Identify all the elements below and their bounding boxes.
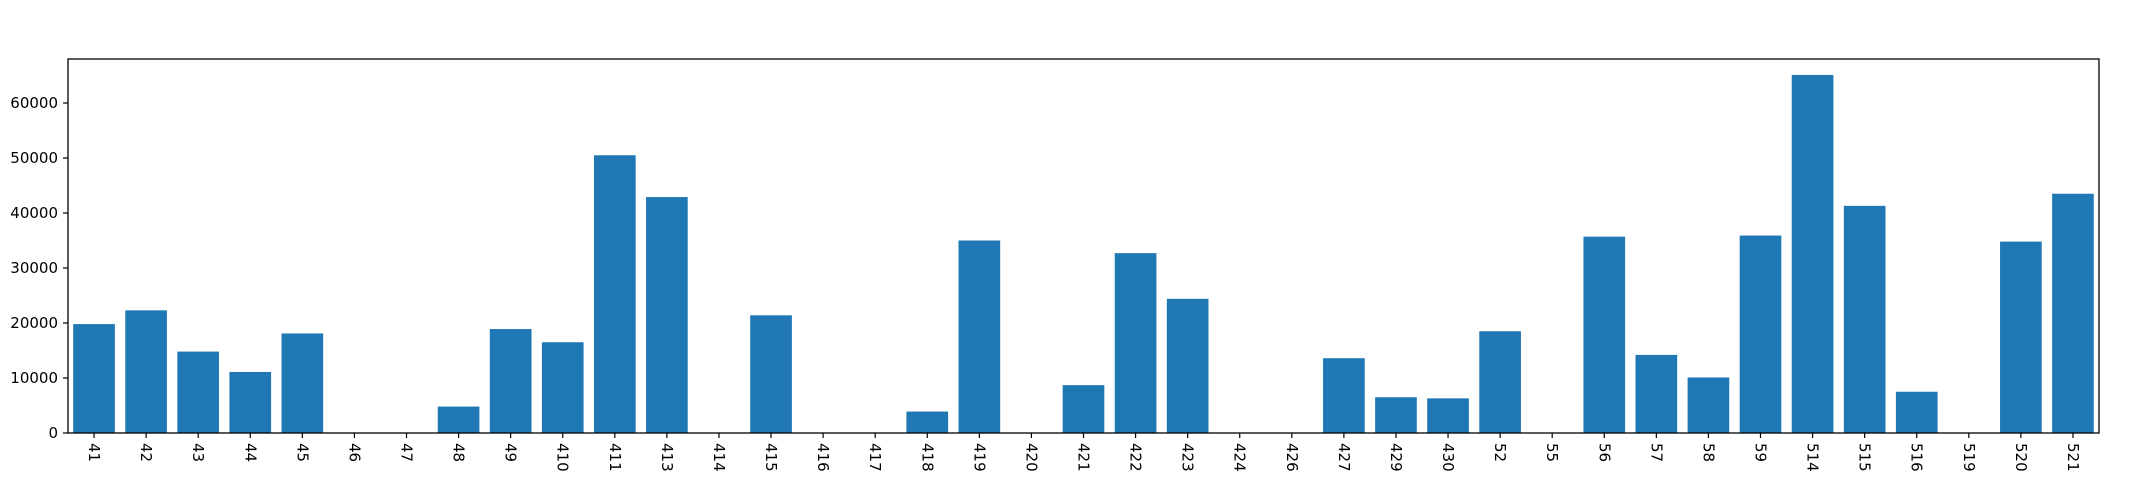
bar-44 — [229, 371, 272, 433]
bar-56 — [1583, 236, 1626, 433]
x-tick-label: 516 — [1908, 443, 1926, 472]
bar-58 — [1687, 377, 1730, 433]
x-tick-label: 426 — [1283, 443, 1301, 472]
y-tick-label: 0 — [48, 424, 58, 442]
bar-41 — [73, 324, 115, 433]
x-tick-label: 414 — [710, 443, 728, 472]
x-tick-label: 420 — [1022, 443, 1040, 472]
bar-410 — [541, 342, 584, 433]
y-tick-label: 50000 — [10, 149, 58, 167]
x-tick-label: 519 — [1960, 443, 1978, 472]
x-tick-label: 42 — [137, 443, 155, 462]
bar-43 — [177, 351, 220, 433]
y-tick-label: 40000 — [10, 204, 58, 222]
x-tick-label: 58 — [1699, 443, 1717, 462]
x-tick-label: 421 — [1075, 443, 1093, 472]
x-tick-label: 44 — [241, 443, 259, 462]
x-tick-label: 46 — [345, 443, 363, 462]
bar-413 — [646, 197, 688, 433]
x-tick-label: 422 — [1127, 443, 1145, 472]
x-tick-label: 415 — [762, 443, 780, 472]
x-tick-label: 47 — [398, 443, 416, 462]
bar-429 — [1375, 397, 1417, 433]
x-tick-label: 515 — [1856, 443, 1874, 472]
bar-423 — [1166, 298, 1209, 433]
x-tick-label: 417 — [866, 443, 884, 472]
x-tick-label: 430 — [1439, 443, 1457, 472]
bar-514 — [1791, 74, 1834, 433]
x-tick-label: 520 — [2012, 443, 2030, 472]
x-tick-label: 521 — [2064, 443, 2082, 472]
x-tick-label: 413 — [658, 443, 676, 472]
bar-57 — [1635, 354, 1678, 433]
x-tick-label: 424 — [1231, 443, 1249, 472]
bar-430 — [1427, 398, 1469, 433]
bar-411 — [593, 155, 636, 433]
x-tick-label: 49 — [502, 443, 520, 462]
y-tick-label: 30000 — [10, 259, 58, 277]
x-tick-label: 429 — [1387, 443, 1405, 472]
bar-515 — [1843, 205, 1886, 433]
x-tick-label: 56 — [1595, 443, 1613, 462]
bar-516 — [1895, 391, 1938, 433]
x-tick-label: 411 — [606, 443, 624, 472]
bar-419 — [958, 240, 1001, 433]
bar-59 — [1739, 235, 1782, 433]
x-tick-label: 418 — [918, 443, 936, 472]
bar-521 — [2052, 193, 2094, 433]
x-tick-label: 59 — [1752, 443, 1770, 462]
x-tick-label: 48 — [450, 443, 468, 462]
x-tick-label: 423 — [1179, 443, 1197, 472]
y-axis: 0 10000 20000 30000 40000 50000 60000 — [10, 94, 68, 442]
bar-52 — [1479, 331, 1521, 433]
bar-520 — [2000, 241, 2042, 433]
x-tick-label: 427 — [1335, 443, 1353, 472]
bar-421 — [1062, 385, 1105, 433]
x-tick-label: 57 — [1647, 443, 1665, 462]
bar-418 — [906, 411, 949, 433]
y-tick-label: 20000 — [10, 314, 58, 332]
y-tick-label: 60000 — [10, 94, 58, 112]
x-tick-label: 514 — [1804, 443, 1822, 472]
x-tick-label: 55 — [1543, 443, 1561, 462]
x-tick-label: 45 — [293, 443, 311, 462]
x-tick-label: 416 — [814, 443, 832, 472]
bar-42 — [125, 310, 167, 433]
x-tick-label: 43 — [189, 443, 207, 462]
bar-45 — [281, 333, 324, 433]
x-tick-label: 41 — [85, 443, 103, 462]
x-axis: 41 42 43 44 45 46 47 48 49 410 411 413 414 415 416 417 4… — [85, 433, 2082, 472]
x-tick-label: 52 — [1491, 443, 1509, 462]
bar-415 — [750, 315, 792, 433]
plot-frame — [67, 58, 2100, 434]
x-tick-label: 410 — [554, 443, 572, 472]
x-tick-label: 419 — [970, 443, 988, 472]
bars-layer — [73, 74, 2094, 433]
bar-48 — [437, 406, 480, 433]
bar-49 — [489, 329, 532, 433]
bar-427 — [1323, 358, 1365, 433]
bar-422 — [1114, 253, 1157, 433]
y-tick-label: 10000 — [10, 369, 58, 387]
